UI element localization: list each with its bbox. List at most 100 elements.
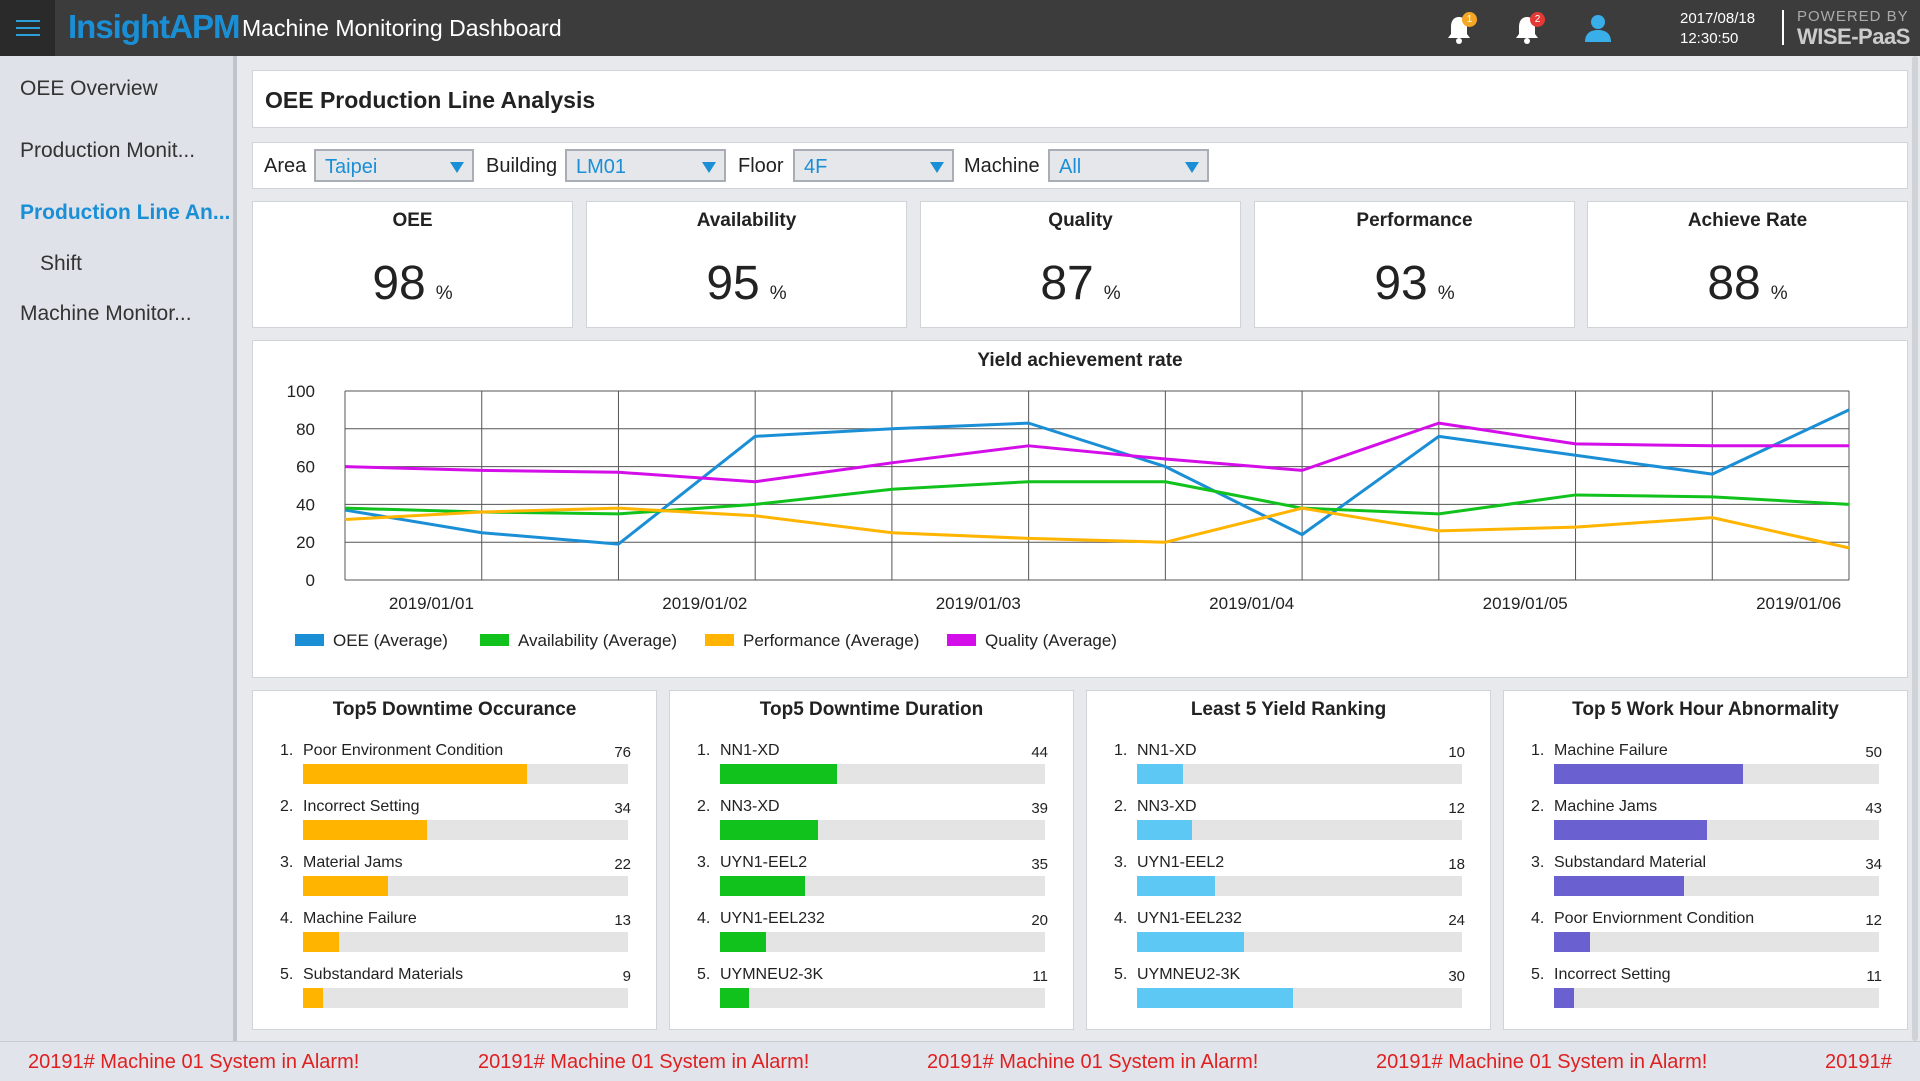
ranking-label: UYN1-EEL2: [720, 854, 808, 871]
alarm-message[interactable]: 20191# Machine 01 System in Alarm!: [478, 1051, 810, 1073]
ranking-bar-fill: [720, 876, 805, 896]
scrollbar-thumb[interactable]: [1912, 56, 1918, 1041]
chevron-down-icon: [1185, 162, 1199, 173]
ranking-label: NN3-XD: [720, 798, 780, 815]
alarm-bell-icon[interactable]: 2: [1513, 12, 1545, 44]
ranking-index: 1.: [280, 742, 294, 759]
legend-swatch: [480, 634, 509, 646]
ranking-bar-fill: [1554, 932, 1590, 952]
alarm-message[interactable]: 20191# Machine 01 System in Alarm!: [1376, 1051, 1708, 1073]
kpi-value-wrap: 95%: [587, 256, 906, 311]
ranking-row: 3. UYN1-EEL2 35: [670, 854, 1075, 910]
ranking-index: 3.: [697, 854, 711, 871]
kpi-title: Availability: [696, 210, 797, 231]
ranking-row: 5. Substandard Materials 9: [253, 966, 658, 1022]
ranking-index: 3.: [280, 854, 294, 871]
chevron-down-icon: [702, 162, 716, 173]
machine-select-value: All: [1059, 156, 1082, 178]
ranking-bar-fill: [303, 764, 528, 784]
ranking-bar-track: [1137, 876, 1462, 896]
ranking-bar-track: [720, 932, 1045, 952]
warning-bell-icon[interactable]: 1: [1445, 12, 1477, 44]
ranking-row: 1. Machine Failure 50: [1504, 742, 1909, 798]
alarm-ticker: 20191# Machine 01 System in Alarm! 20191…: [0, 1041, 1920, 1081]
ranking-bar-track: [303, 876, 628, 896]
alarm-message[interactable]: 20191# Machine 01 System in Alarm!: [927, 1051, 1259, 1073]
ranking-row: 4. Machine Failure 13: [253, 910, 658, 966]
ranking-label: Material Jams: [303, 854, 403, 871]
ranking-value: 44: [1031, 744, 1048, 761]
ranking-label: UYMNEU2-3K: [1137, 966, 1241, 983]
ranking-bar-track: [1137, 932, 1462, 952]
kpi-title: Performance: [1356, 210, 1473, 231]
ranking-row: 2. Machine Jams 43: [1504, 798, 1909, 854]
kpi-value: 87: [1040, 257, 1094, 310]
x-tick-label: 2019/01/02: [662, 594, 747, 613]
floor-select-value: 4F: [804, 156, 828, 178]
x-tick-label: 2019/01/06: [1756, 594, 1841, 613]
page-title: OEE Production Line Analysis: [265, 87, 596, 113]
ranking-value: 18: [1448, 856, 1465, 873]
ranking-label: Machine Failure: [1554, 742, 1668, 759]
sidebar-item-oee-overview[interactable]: OEE Overview: [20, 77, 158, 100]
ranking-bar-fill: [303, 820, 427, 840]
chart-title: Yield achievement rate: [977, 350, 1182, 371]
legend-label: Availability (Average): [518, 631, 677, 650]
y-tick-label: 80: [296, 420, 315, 439]
ranking-value: 10: [1448, 744, 1465, 761]
kpi-value: 98: [372, 257, 426, 310]
ranking-label: UYN1-EEL232: [1137, 910, 1242, 927]
kpi-value: 93: [1374, 257, 1428, 310]
ranking-bar-fill: [303, 988, 323, 1008]
ranking-index: 4.: [697, 910, 711, 927]
chevron-down-icon: [450, 162, 464, 173]
ranking-row: 2. NN3-XD 12: [1087, 798, 1492, 854]
chevron-down-icon: [930, 162, 944, 173]
ranking-row: 4. UYN1-EEL232 24: [1087, 910, 1492, 966]
filter-bar: Area Taipei Building LM01 Floor 4F Machi…: [252, 142, 1908, 189]
kpi-value-wrap: 93%: [1255, 256, 1574, 311]
building-select[interactable]: LM01: [565, 149, 726, 182]
ranking-bar-fill: [303, 876, 388, 896]
ranking-row: 3. Substandard Material 34: [1504, 854, 1909, 910]
ranking-index: 2.: [697, 798, 711, 815]
ranking-value: 12: [1865, 912, 1882, 929]
ranking-index: 2.: [280, 798, 294, 815]
ranking-row: 3. UYN1-EEL2 18: [1087, 854, 1492, 910]
ranking-panel-least-yield: Least 5 Yield Ranking 1. NN1-XD 10 2. NN3-XD 1…: [1086, 690, 1491, 1030]
ranking-value: 24: [1448, 912, 1465, 929]
sidebar-item-production-monitoring[interactable]: Production Monit...: [20, 139, 196, 162]
ranking-bar-fill: [1554, 764, 1743, 784]
ranking-bar-track: [1137, 764, 1462, 784]
ranking-bar-fill: [720, 820, 818, 840]
ranking-index: 5.: [1531, 966, 1545, 983]
kpi-value-wrap: 87%: [921, 256, 1240, 311]
alarm-message[interactable]: 20191#: [1825, 1051, 1892, 1073]
sidebar-item-machine-monitoring[interactable]: Machine Monitor...: [20, 302, 192, 325]
x-tick-label: 2019/01/01: [389, 594, 474, 613]
ranking-bar-track: [1554, 988, 1879, 1008]
ranking-bar-fill: [1137, 764, 1183, 784]
sidebar-item-shift[interactable]: Shift: [40, 252, 83, 275]
ranking-value: 22: [614, 856, 631, 873]
ranking-bar-track: [303, 988, 628, 1008]
ranking-row: 5. Incorrect Setting 11: [1504, 966, 1909, 1022]
main-scrollbar[interactable]: [1910, 56, 1920, 1041]
ranking-bar-fill: [1554, 876, 1684, 896]
machine-select[interactable]: All: [1048, 149, 1209, 182]
hamburger-menu-icon[interactable]: [0, 0, 55, 56]
ranking-bar-track: [720, 764, 1045, 784]
ranking-bar-track: [1554, 932, 1879, 952]
ranking-bar-fill: [303, 932, 339, 952]
sidebar-item-production-line-analysis[interactable]: Production Line An...: [20, 201, 231, 224]
alarm-message[interactable]: 20191# Machine 01 System in Alarm!: [28, 1051, 360, 1073]
kpi-value: 88: [1707, 257, 1761, 310]
ranking-value: 76: [614, 744, 631, 761]
user-icon[interactable]: [1583, 13, 1613, 43]
kpi-unit: %: [1103, 283, 1121, 304]
top-bar: InsightAPM Machine Monitoring Dashboard …: [0, 0, 1920, 56]
app-title: Machine Monitoring Dashboard: [242, 15, 562, 41]
ranking-row: 1. NN1-XD 44: [670, 742, 1075, 798]
floor-select[interactable]: 4F: [793, 149, 954, 182]
area-select[interactable]: Taipei: [314, 149, 474, 182]
